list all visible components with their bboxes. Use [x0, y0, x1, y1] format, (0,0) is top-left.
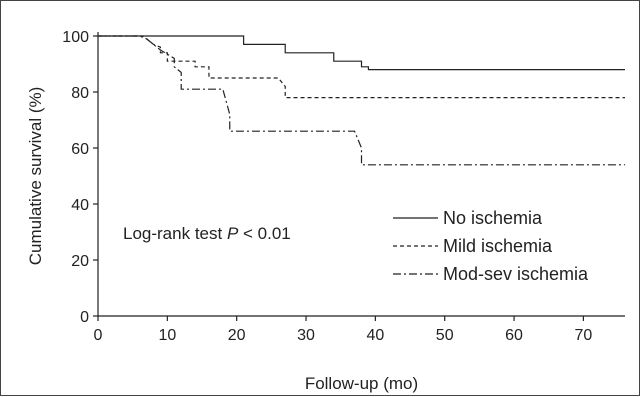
- series-line-mod-sev-ischemia: [98, 35, 625, 166]
- legend: No ischemia Mild ischemia Mod-sev ischemia: [393, 208, 589, 284]
- log-rank-annotation: Log-rank test P < 0.01: [123, 224, 291, 243]
- x-tick-label: 60: [505, 327, 523, 344]
- y-tick-label: 80: [71, 85, 89, 102]
- y-axis-title: Cumulative survival (%): [26, 87, 45, 266]
- x-tick-label: 70: [574, 327, 592, 344]
- x-tick-label: 20: [228, 327, 246, 344]
- x-axis-title: Follow-up (mo): [305, 374, 418, 393]
- x-tick-label: 40: [366, 327, 384, 344]
- legend-label: Mild ischemia: [443, 236, 553, 256]
- series-line-mild-ischemia: [98, 35, 625, 99]
- y-tick-label: 20: [71, 253, 89, 270]
- legend-label: No ischemia: [443, 208, 543, 228]
- series-line-no-ischemia: [98, 35, 625, 71]
- x-tick-label: 30: [297, 327, 315, 344]
- legend-label: Mod-sev ischemia: [443, 264, 589, 284]
- annotation-p: P: [227, 224, 239, 243]
- annotation-prefix: Log-rank test: [123, 224, 227, 243]
- y-tick-label: 60: [71, 141, 89, 158]
- x-tick-label: 10: [158, 327, 176, 344]
- y-tick-label: 0: [80, 309, 89, 326]
- x-tick-label: 50: [436, 327, 454, 344]
- annotation-suffix: < 0.01: [238, 224, 290, 243]
- y-tick-label: 100: [62, 29, 89, 46]
- x-tick-label: 0: [94, 327, 103, 344]
- y-tick-label: 40: [71, 197, 89, 214]
